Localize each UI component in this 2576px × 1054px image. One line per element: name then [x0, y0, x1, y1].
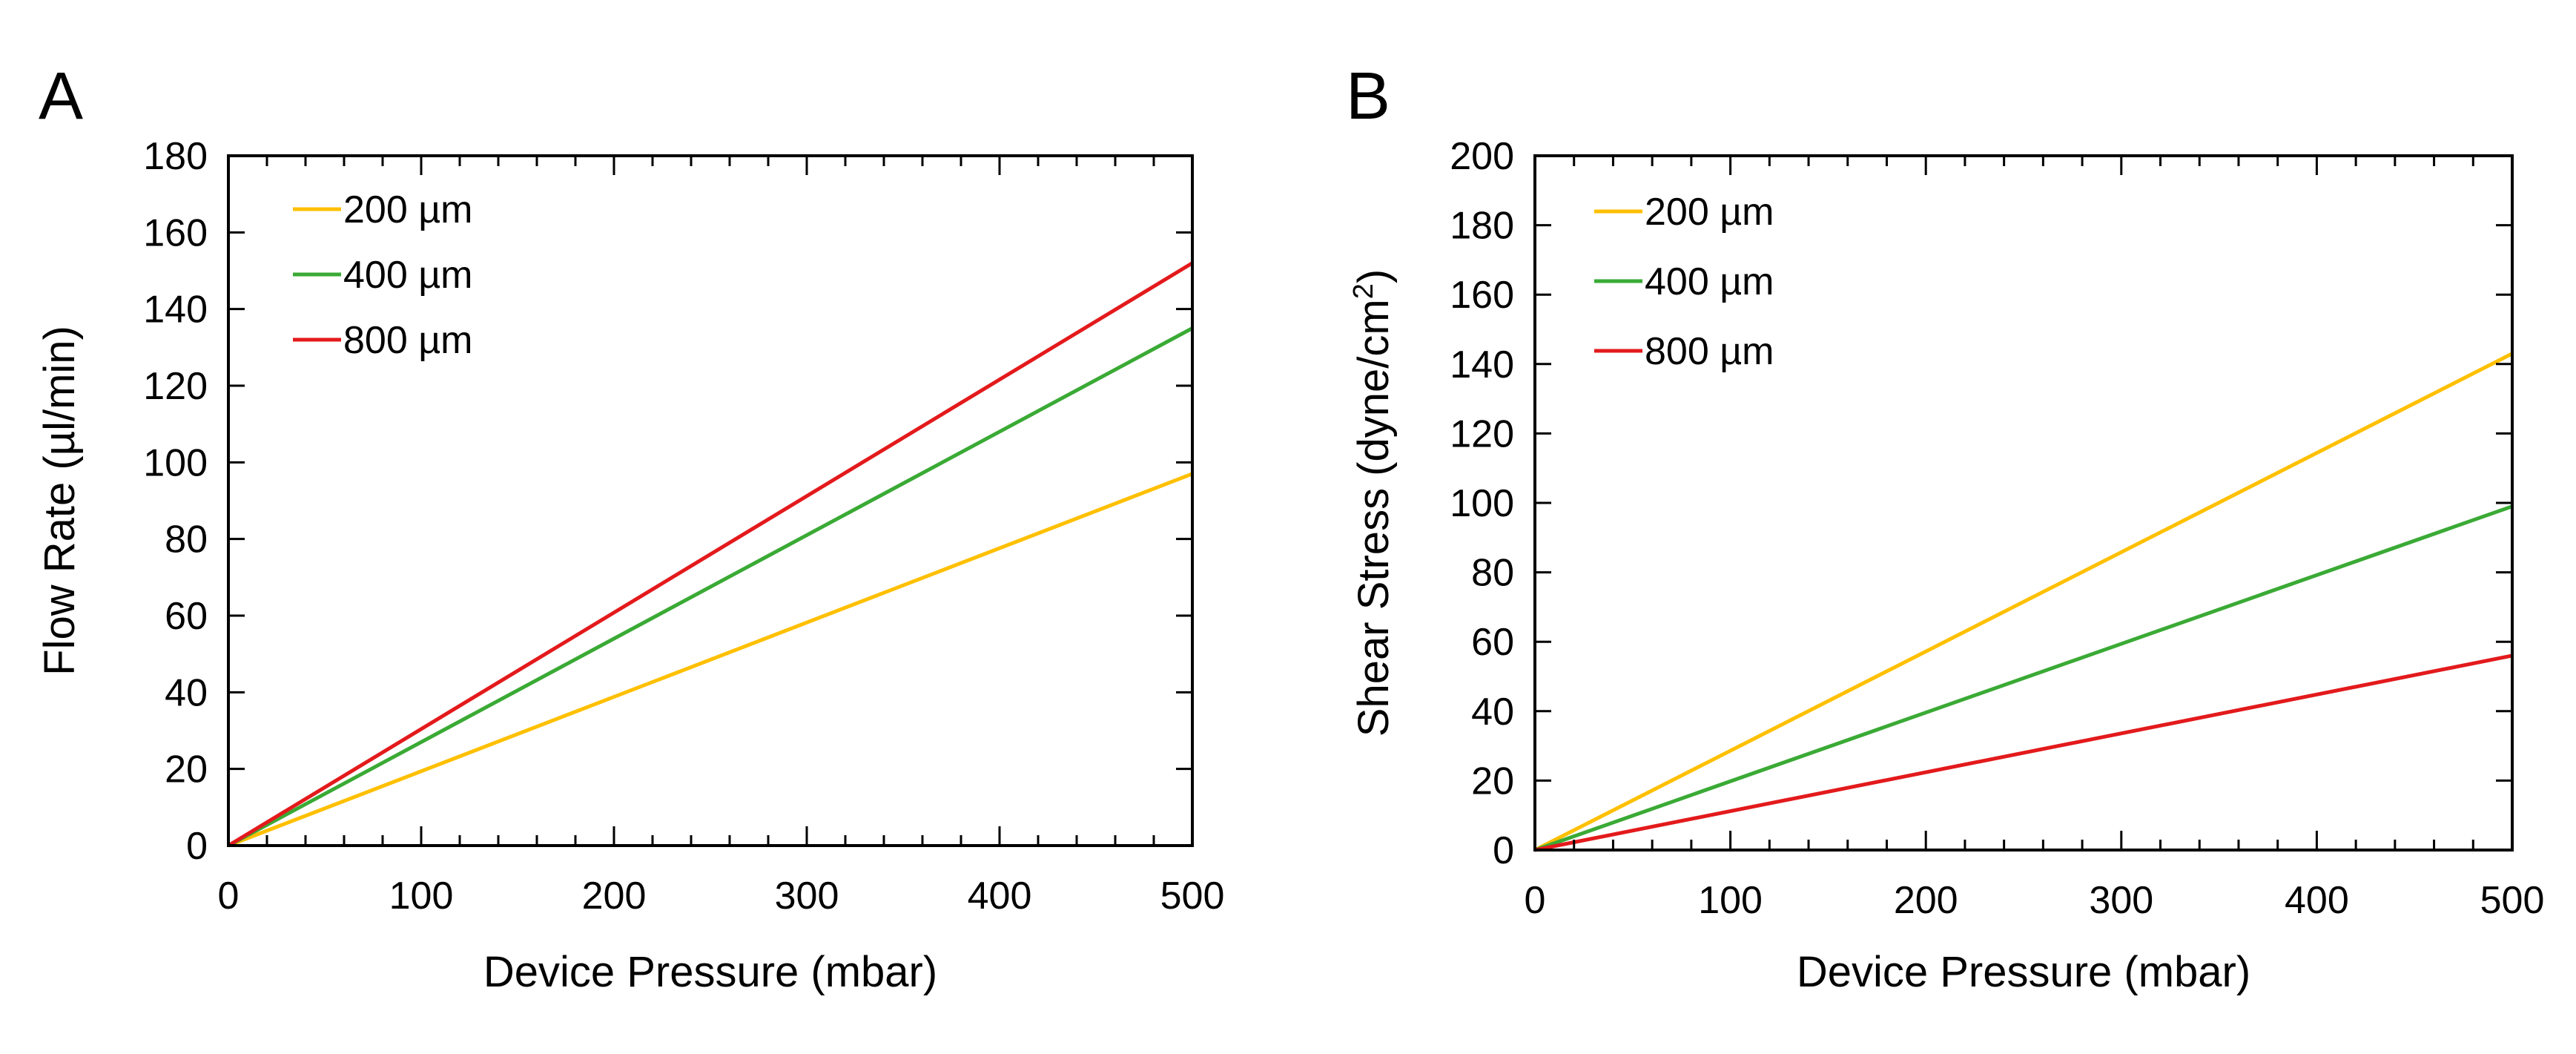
- y-tick-label: 0: [186, 825, 208, 868]
- series-line-1: [228, 472, 1193, 848]
- legend-label-3: 800 µm: [343, 319, 472, 362]
- y-axis-title-main: Shear Stress (dyne/cm: [1350, 299, 1398, 737]
- x-tick-label: 200: [1894, 879, 1958, 922]
- y-tick-label: 60: [165, 595, 208, 638]
- x-tick-label: 300: [775, 875, 839, 918]
- x-tick-label: 200: [582, 875, 647, 918]
- panel-label: A: [39, 59, 83, 134]
- legend-label-2: 400 µm: [343, 254, 472, 297]
- legend-label-2: 400 µm: [1645, 260, 1774, 303]
- y-tick-label: 160: [1450, 274, 1514, 317]
- x-tick-label: 100: [1698, 879, 1763, 922]
- x-tick-label: 100: [389, 875, 454, 918]
- y-tick-label: 200: [1450, 135, 1514, 178]
- series-line-2: [227, 326, 1194, 848]
- y-tick-label: 100: [143, 441, 208, 484]
- y-axis-title: Flow Rate (µl/min): [36, 326, 84, 676]
- y-tick-label: 120: [143, 365, 208, 408]
- legend-label-3: 800 µm: [1645, 330, 1774, 373]
- y-tick-label: 100: [1450, 482, 1514, 525]
- x-tick-label: 500: [1160, 875, 1225, 918]
- y-tick-label: 80: [1471, 552, 1514, 595]
- y-tick-label: 20: [1471, 760, 1514, 803]
- x-tick-label: 0: [218, 875, 240, 918]
- x-axis-title: Device Pressure (mbar): [1797, 948, 2250, 996]
- y-tick-label: 120: [1450, 412, 1514, 455]
- y-tick-label: 0: [1493, 829, 1514, 872]
- y-tick-label: 160: [143, 211, 208, 254]
- y-axis-title-superscript: 2: [1348, 283, 1379, 299]
- chart-panel-a: A 0 100 200 300 400 500 0 20 40 60 80 100 120 140 160 18…: [36, 59, 1224, 996]
- y-axis-title-suffix: ): [1350, 269, 1398, 283]
- y-tick-label: 140: [1450, 343, 1514, 386]
- y-axis-title-main: Flow Rate (µl/min): [36, 326, 84, 676]
- y-tick-label: 80: [165, 518, 208, 561]
- x-tick-label: 500: [2480, 879, 2545, 922]
- legend-label-1: 200 µm: [343, 188, 472, 231]
- y-tick-label: 140: [143, 289, 208, 332]
- y-axis-title: Shear Stress (dyne/cm2): [1348, 269, 1398, 737]
- series-line-3: [1534, 653, 2513, 852]
- y-tick-label: 40: [165, 671, 208, 714]
- chart-panel-b: B 0 100 200 300 400 500 0 20 40 60 80 100 120 140 160 18…: [1346, 59, 2544, 996]
- x-tick-label: 300: [2089, 879, 2153, 922]
- panel-label: B: [1346, 59, 1390, 134]
- y-tick-label: 60: [1471, 621, 1514, 664]
- y-tick-label: 20: [165, 748, 208, 791]
- y-tick-label: 180: [1450, 205, 1514, 248]
- series-line-1: [1533, 352, 2514, 852]
- x-tick-label: 400: [2285, 879, 2349, 922]
- x-axis-title: Device Pressure (mbar): [483, 948, 937, 996]
- x-tick-label: 400: [968, 875, 1032, 918]
- series-line-2: [1534, 504, 2513, 852]
- plot-frame: [227, 154, 1194, 847]
- legend-label-1: 200 µm: [1645, 191, 1774, 234]
- y-tick-label: 40: [1471, 691, 1514, 734]
- y-tick-label: 180: [143, 135, 208, 178]
- x-tick-label: 0: [1525, 879, 1546, 922]
- series-line-3: [227, 261, 1194, 848]
